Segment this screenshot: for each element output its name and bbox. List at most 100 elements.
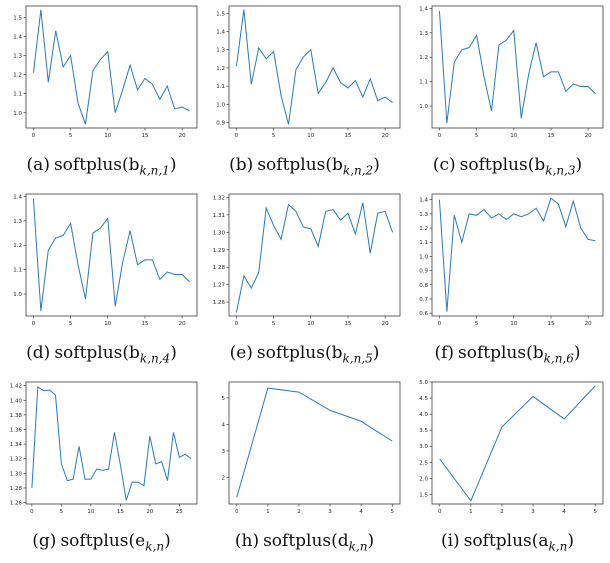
y-tick-label: 1.3 (419, 31, 428, 37)
y-tick-label: 3.0 (419, 444, 428, 450)
chart-panel-b: 0 5 10 15 20 0.9 1.0 1.1 1.2 1.3 1.4 1.5 (b) softplus… (203, 0, 406, 187)
plot-frame (25, 5, 198, 129)
caption-text: softplus(b (54, 343, 140, 363)
y-tick-label: 5.0 (419, 380, 428, 386)
x-tick: 0 (235, 316, 239, 327)
y-tick: 4.0 (419, 412, 432, 418)
x-tick-label: 0 (30, 509, 34, 515)
y-tick: 1.30 (213, 230, 229, 236)
x-tick-label: 10 (104, 133, 111, 139)
caption-close: ) (367, 531, 375, 551)
x-tick: 10 (104, 316, 112, 327)
y-tick-label: 1.34 (10, 442, 23, 448)
y-tick: 1.29 (213, 248, 229, 254)
y-tick: 1.0 (216, 102, 229, 108)
y-tick-label: 1.1 (13, 268, 22, 274)
y-tick: 1.1 (419, 240, 432, 246)
plot-frame (228, 193, 401, 317)
subfigure-caption: (f) softplus(bk,n,6) (406, 343, 609, 365)
chart-panel-e: 0 5 10 15 20 1.26 1.27 1.28 1.29 1.30 1.31 1.32 (e) s… (203, 188, 406, 375)
x-tick: 5 (593, 504, 597, 515)
y-tick-label: 4 (222, 422, 226, 428)
caption-subscript: k,n,3 (545, 163, 576, 178)
caption-subscript: k,n (145, 539, 165, 554)
subfigure-label: (g) (32, 531, 57, 551)
x-tick-label: 20 (146, 509, 153, 515)
y-tick-label: 1.0 (13, 111, 22, 117)
chart-g: 0 5 10 15 20 25 1.26 1.28 1.30 1.32 1.34 1.36 1.38 1.… (10, 381, 198, 515)
x-tick: 0 (32, 316, 36, 327)
y-tick: 1.0 (13, 292, 26, 298)
subfigure-label: (d) (26, 343, 51, 363)
caption-close: ) (169, 155, 177, 175)
y-tick: 0.9 (216, 121, 229, 127)
x-tick-label: 5 (593, 509, 597, 515)
chart-b: 0 5 10 15 20 0.9 1.0 1.1 1.2 1.3 1.4 1.5 (216, 5, 401, 139)
y-tick: 1.32 (213, 195, 229, 201)
x-tick-label: 3 (328, 509, 332, 515)
y-tick-label: 0.6 (419, 311, 428, 317)
y-tick-label: 1.30 (10, 471, 23, 477)
y-tick-label: 1.4 (13, 35, 22, 41)
y-tick-label: 1.4 (419, 198, 428, 204)
x-tick-label: 5 (60, 509, 64, 515)
y-tick: 4 (222, 422, 229, 428)
x-tick-label: 2 (297, 509, 301, 515)
series-line (235, 9, 393, 125)
x-tick: 2 (297, 504, 301, 515)
caption-text: softplus(b (53, 155, 140, 175)
y-tick-label: 1.0 (216, 102, 225, 108)
x-tick: 4 (359, 504, 363, 515)
x-tick-label: 15 (344, 321, 351, 327)
x-tick-label: 0 (235, 133, 239, 139)
y-tick: 3.5 (419, 428, 432, 434)
x-tick: 4 (562, 504, 566, 515)
series-line (32, 198, 190, 312)
y-tick: 1.5 (419, 492, 432, 498)
chart-c: 0 5 10 15 20 1.0 1.1 1.2 1.3 1.4 (419, 5, 604, 139)
y-tick: 0.8 (419, 283, 432, 289)
subfigure-caption: (i) softplus(ak,n) (406, 531, 609, 553)
y-tick: 1.2 (13, 243, 26, 249)
x-tick-label: 15 (117, 509, 124, 515)
y-tick: 1.4 (216, 29, 229, 35)
y-tick: 1.3 (216, 48, 229, 54)
y-tick-label: 4.0 (419, 412, 428, 418)
plot-frame (228, 381, 401, 505)
x-tick: 10 (510, 316, 518, 327)
chart-i: 0 1 2 3 4 5 1.5 2.0 2.5 3.0 3.5 4.0 4.5 5.0 (419, 380, 604, 515)
y-tick: 2.5 (419, 460, 432, 466)
y-tick: 1.5 (216, 11, 229, 17)
x-tick: 20 (179, 128, 186, 139)
y-tick: 3 (222, 449, 229, 455)
y-tick: 1.32 (10, 457, 26, 463)
chart-panel-h: 0 1 2 3 4 5 2 3 4 5 (h) softplus(dk,n) (203, 376, 406, 563)
y-tick: 1.4 (419, 198, 432, 204)
x-tick-label: 0 (32, 321, 36, 327)
y-tick: 1.30 (10, 471, 26, 477)
y-tick-label: 1.1 (419, 80, 428, 86)
x-tick-label: 0 (438, 321, 442, 327)
y-tick: 0.7 (419, 297, 432, 303)
y-tick-label: 1.5 (216, 11, 225, 17)
y-tick-label: 1.1 (419, 240, 428, 246)
chart-d: 0 5 10 15 20 1.0 1.1 1.2 1.3 1.4 (13, 193, 198, 327)
x-tick-label: 5 (69, 133, 73, 139)
x-tick: 25 (176, 504, 183, 515)
x-tick: 1 (469, 504, 473, 515)
y-tick-label: 0.8 (419, 283, 428, 289)
caption-subscript: k,n,4 (139, 351, 171, 366)
caption-subscript: k,n,1 (139, 163, 170, 178)
y-tick: 1.36 (10, 427, 26, 433)
y-tick-label: 1.3 (13, 219, 22, 225)
plot-frame (431, 193, 604, 317)
y-tick-label: 1.0 (419, 254, 428, 260)
subfigure-label: (h) (234, 531, 260, 551)
subfigure-caption: (g) softplus(ek,n) (0, 531, 203, 553)
x-tick-label: 20 (382, 133, 389, 139)
x-tick-label: 4 (562, 509, 566, 515)
y-tick-label: 1.5 (419, 492, 428, 498)
y-tick-label: 1.2 (419, 55, 428, 61)
x-tick-label: 10 (307, 321, 314, 327)
caption-subscript: k,n,2 (342, 163, 374, 178)
